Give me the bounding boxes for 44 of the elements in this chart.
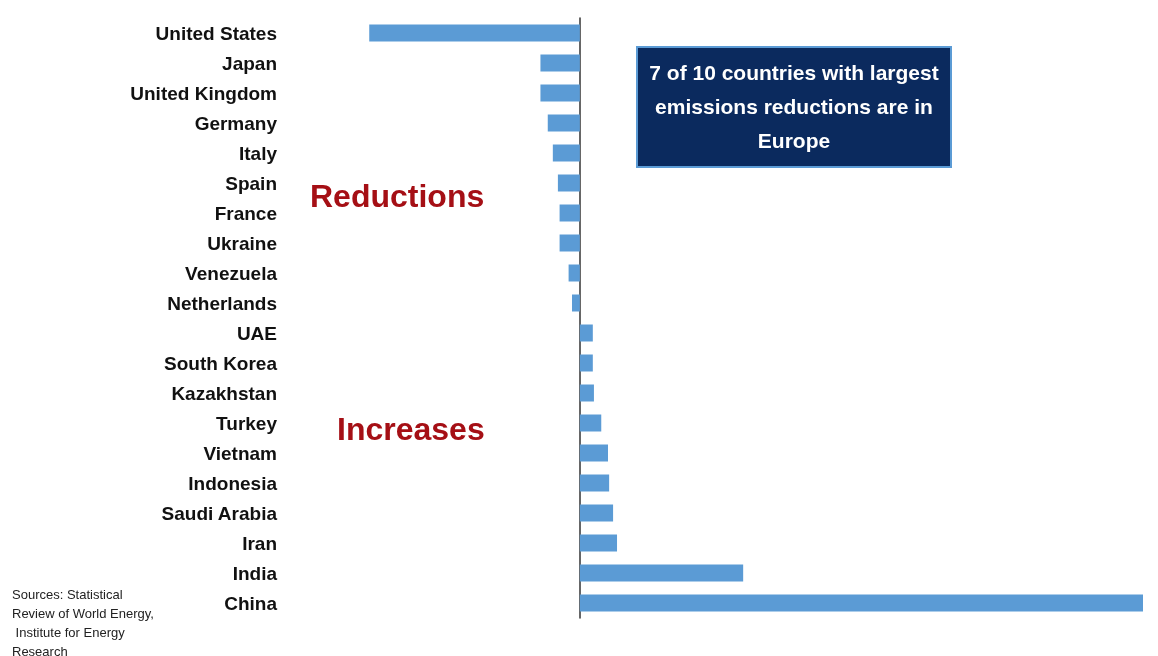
bar	[579, 384, 594, 402]
annotation: Reductions	[310, 178, 485, 214]
bar	[579, 354, 593, 372]
bar	[579, 444, 609, 462]
bar	[559, 234, 580, 252]
bar	[579, 474, 610, 492]
y-tick-label: Indonesia	[188, 472, 278, 494]
y-tick-label: Venezuela	[185, 262, 278, 284]
y-tick-label: Spain	[225, 172, 277, 194]
y-tick-label: United States	[155, 22, 277, 44]
y-tick-label: Kazakhstan	[171, 382, 277, 404]
y-tick-label: UAE	[236, 322, 277, 344]
y-tick-label: Netherlands	[167, 292, 277, 314]
bar	[369, 24, 580, 42]
bar	[579, 564, 744, 582]
text-box: 7 of 10 countries with largest emissions reductions are in Europe	[636, 46, 952, 168]
y-tick-label: France	[214, 202, 277, 224]
y-tick-label: India	[232, 562, 278, 584]
y-tick-label: South Korea	[164, 352, 278, 374]
y-tick-label: Vietnam	[203, 442, 277, 464]
bar	[579, 324, 593, 342]
y-tick-label: Turkey	[216, 412, 278, 434]
annotation: Increases	[337, 411, 485, 447]
y-tick-label: Germany	[194, 112, 278, 134]
bar	[552, 144, 580, 162]
source-note: Sources: Statistical Review of World Energy, Institute for Energy Research	[12, 587, 154, 656]
bar	[579, 594, 1143, 612]
bar	[579, 414, 602, 432]
bar	[540, 54, 580, 72]
bar	[559, 204, 580, 222]
y-tick-label: Ukraine	[207, 232, 277, 254]
y-tick-label: Italy	[238, 142, 278, 164]
bar	[547, 114, 580, 132]
y-tick-label: China	[224, 592, 278, 614]
y-tick-label: Saudi Arabia	[161, 502, 278, 524]
bar	[579, 534, 618, 552]
y-tick-label: Japan	[222, 52, 277, 74]
y-tick-label: Iran	[242, 532, 277, 554]
y-tick-label: United Kingdom	[130, 82, 277, 104]
bar	[540, 84, 580, 102]
bar	[568, 264, 580, 282]
bar	[557, 174, 580, 192]
bar	[579, 504, 614, 522]
bar	[571, 294, 580, 312]
